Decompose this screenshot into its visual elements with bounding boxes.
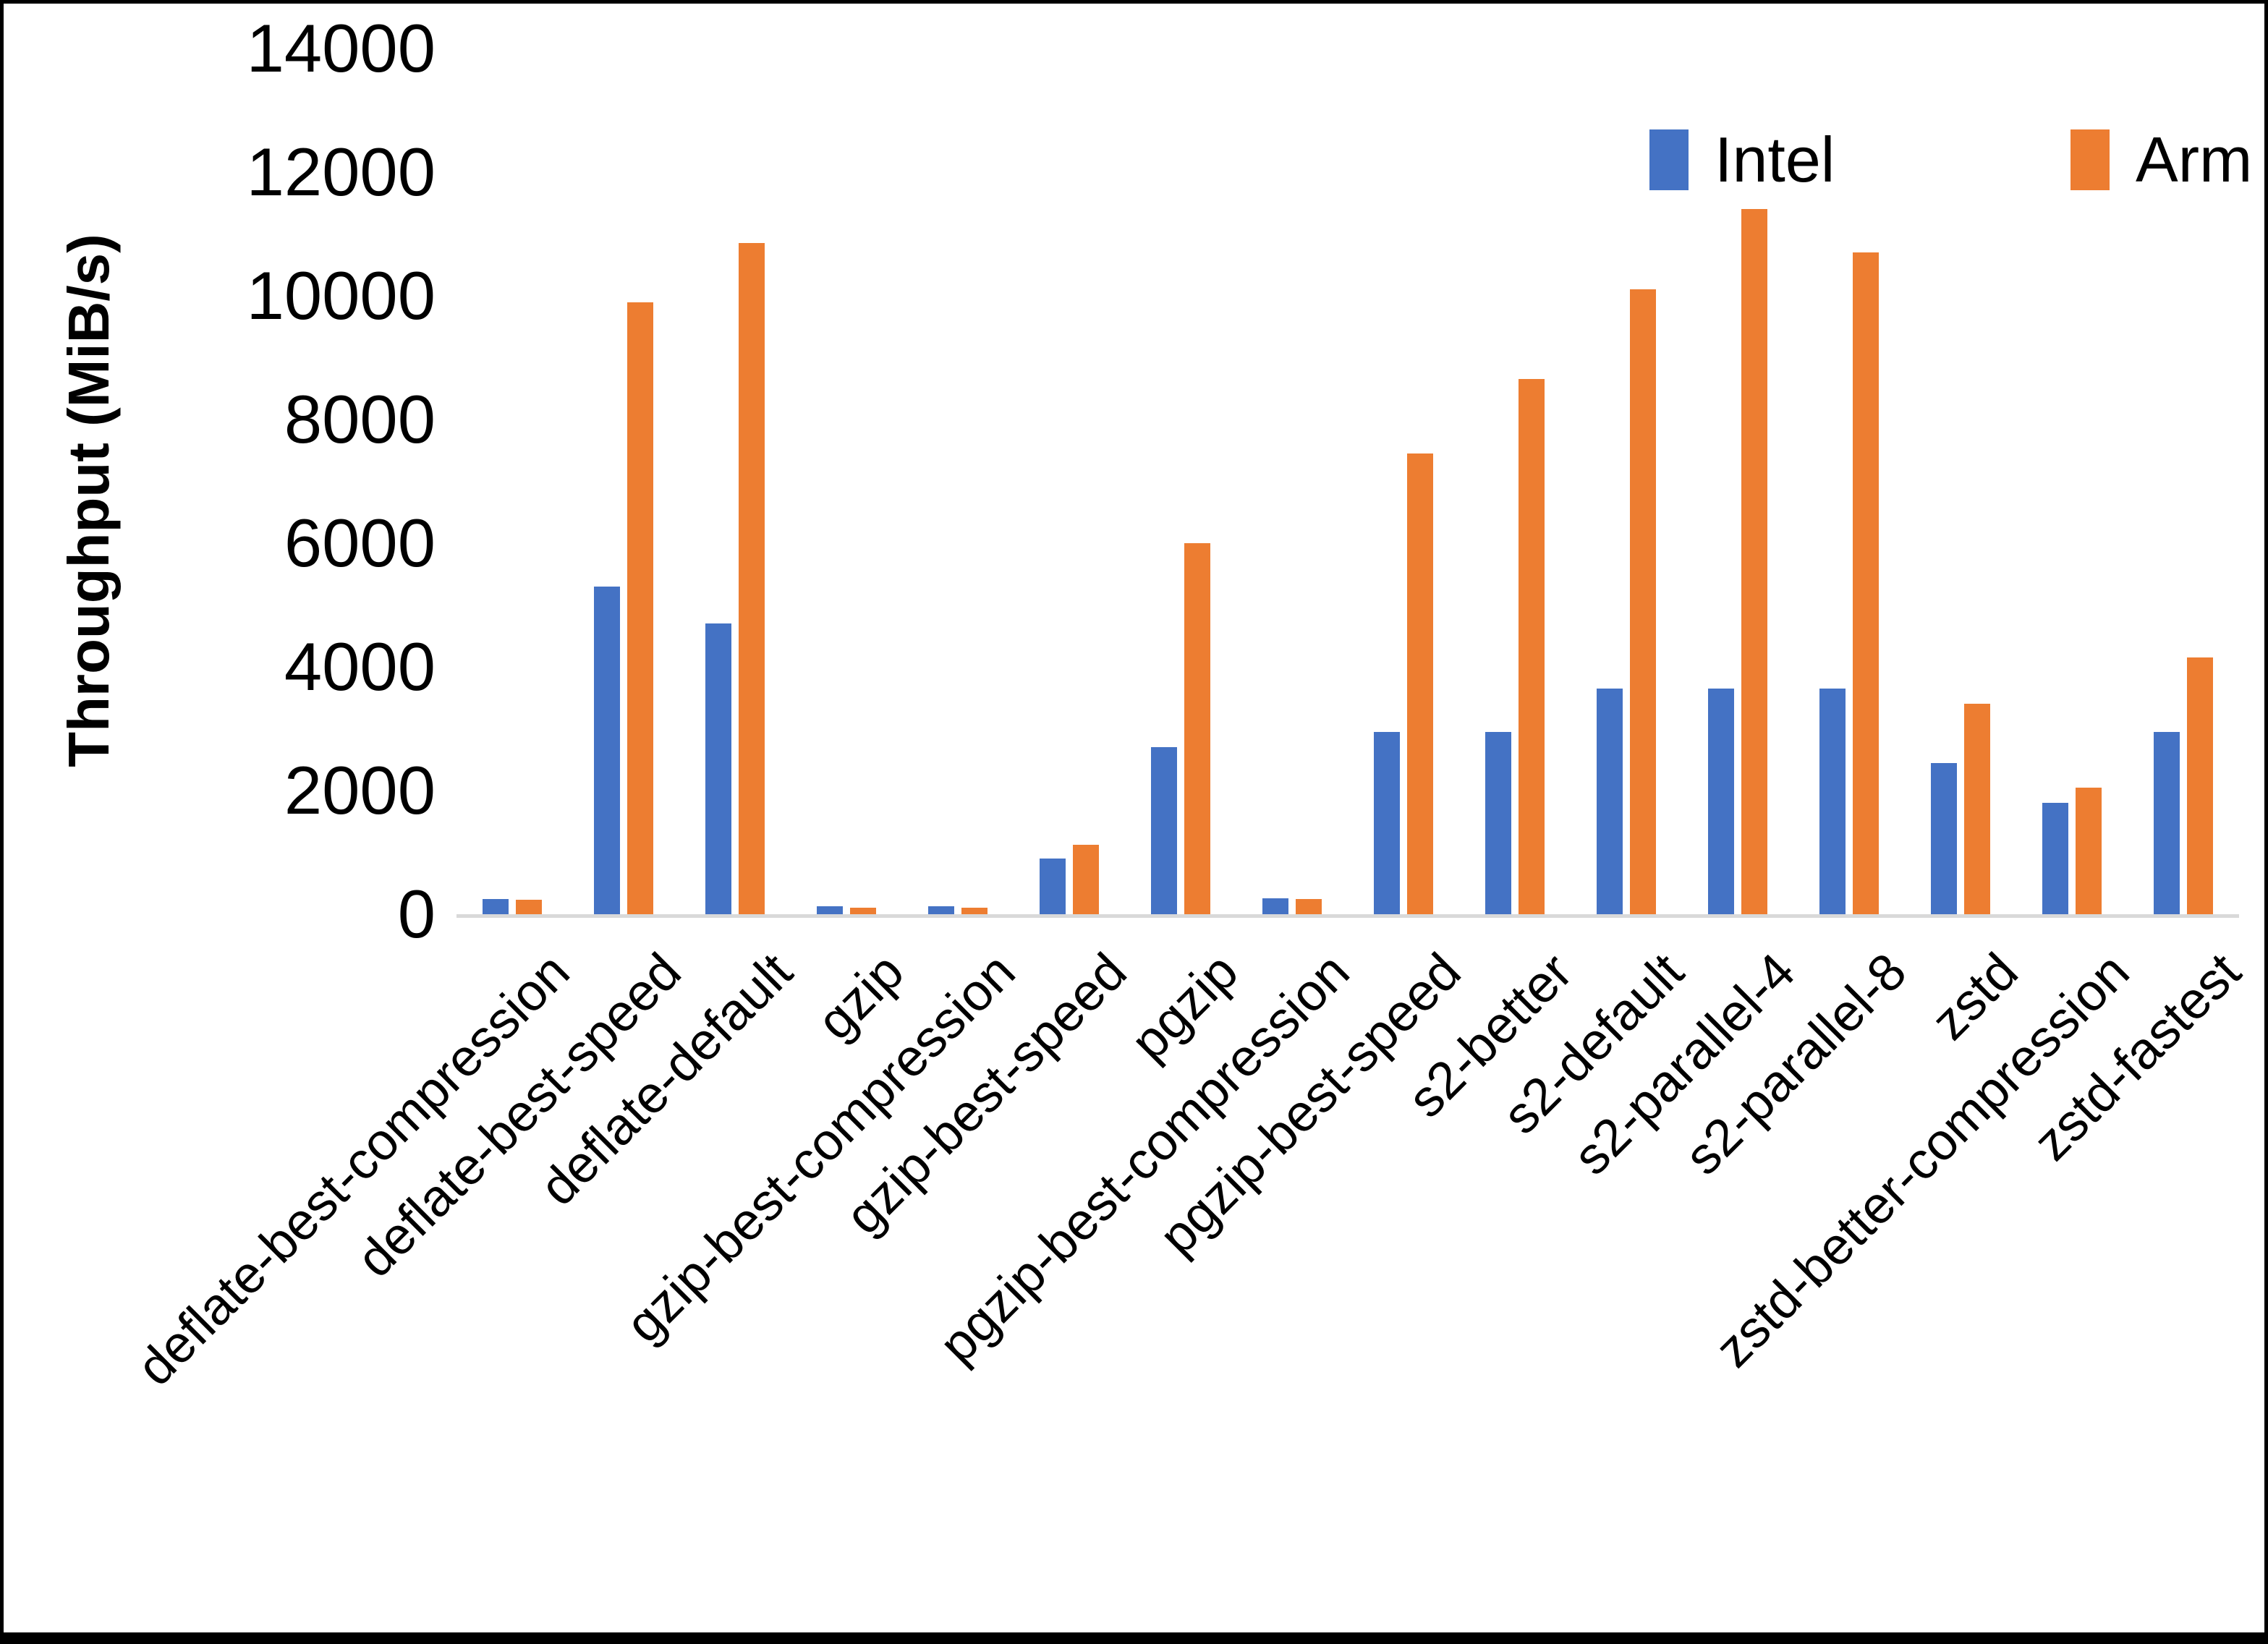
bar-arm-s2-default [1630,289,1656,914]
legend-label: Intel [1715,124,1835,195]
bar-arm-pgzip [1184,543,1210,914]
y-tick-label: 0 [397,876,436,952]
legend-label: Arm [2136,124,2253,195]
bar-intel-s2-default [1597,689,1623,914]
bar-arm-zstd-fastest [2187,657,2213,914]
bar-arm-s2-parallel-4 [1741,209,1767,914]
x-axis-line [456,914,2239,918]
legend-swatch-arm [2070,129,2110,190]
legend-swatch-intel [1649,129,1689,190]
bar-intel-pgzip-best-speed [1374,732,1400,914]
y-tick-label: 2000 [284,752,436,828]
bar-intel-zstd [1931,763,1957,914]
plot-area: Throughput (MiB/s) 0 2000 4000 6000 8000 1000… [4,4,2264,1632]
bar-arm-deflate-best-speed [627,302,653,914]
bar-arm-zstd [1964,704,1990,914]
bar-arm-gzip-best-compression [961,908,988,914]
bar-intel-gzip [817,906,843,914]
y-tick-label: 10000 [246,257,436,333]
bar-intel-gzip-best-speed [1040,859,1066,914]
bar-intel-zstd-better-compression [2042,803,2068,914]
bar-intel-gzip-best-compression [928,906,954,914]
bar-intel-s2-parallel-8 [1819,689,1846,914]
bar-intel-deflate-best-speed [594,587,620,914]
bar-intel-zstd-fastest [2154,732,2180,914]
bar-intel-s2-better [1485,732,1511,914]
bar-arm-pgzip-best-speed [1407,453,1433,914]
bar-intel-deflate-best-compression [483,899,509,914]
y-tick-label: 12000 [246,134,436,210]
legend-item-arm: Arm [2070,128,2252,192]
y-tick-label: 4000 [284,629,436,704]
bar-intel-deflate-default [705,623,731,914]
y-tick-label: 8000 [284,381,436,457]
y-tick-label: 6000 [284,505,436,581]
bar-arm-gzip-best-speed [1073,845,1099,914]
bar-arm-deflate-best-compression [516,900,542,914]
bar-intel-pgzip-best-compression [1262,898,1288,914]
bar-intel-s2-parallel-4 [1708,689,1734,914]
bar-arm-zstd-better-compression [2076,788,2102,914]
bar-arm-deflate-default [739,243,765,914]
bar-intel-pgzip [1151,747,1177,914]
bar-arm-gzip [850,908,876,914]
y-tick-label: 14000 [246,10,436,86]
bar-arm-pgzip-best-compression [1296,899,1322,914]
legend-item-intel: Intel [1649,128,1835,192]
bar-arm-s2-better [1519,379,1545,914]
bar-arm-s2-parallel-8 [1853,252,1879,914]
